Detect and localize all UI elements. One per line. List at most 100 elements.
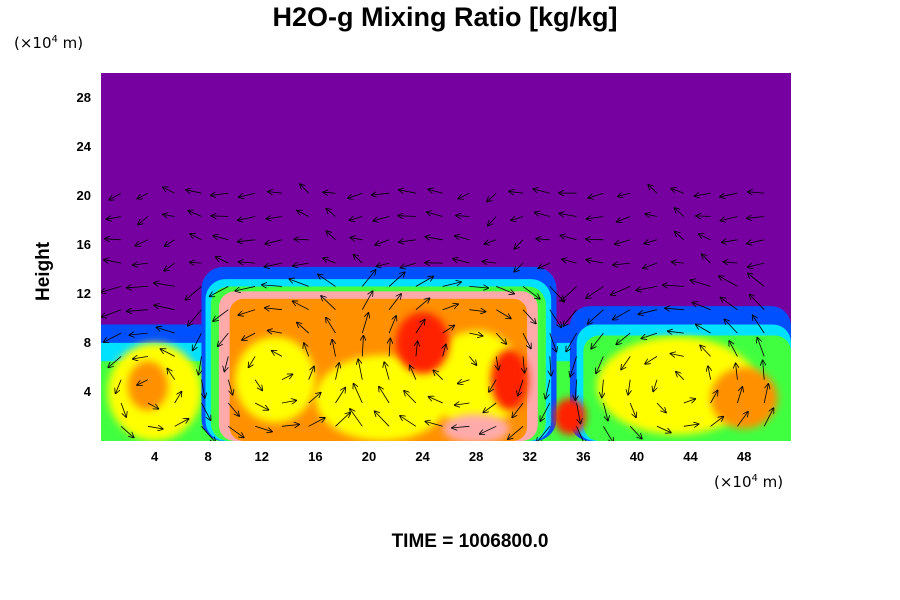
wind-vector-arrow [235,286,256,291]
wind-vector-arrow [515,239,524,249]
wind-vector-arrow [120,426,133,437]
wind-vector-arrow [453,259,470,264]
wind-vector-arrow [559,214,577,217]
wind-vector-arrow [549,332,557,352]
wind-vector-arrow [668,331,684,333]
wind-vector-arrow [174,419,189,427]
wind-vector-arrow [254,402,268,410]
wind-vector-arrow [615,239,631,244]
wind-vector-arrow [495,332,506,344]
wind-vector-arrow [300,184,309,194]
wind-vector-arrow [211,193,229,195]
wind-vector-arrow [281,425,299,427]
wind-vector-arrow [164,262,175,271]
wind-vector-arrow [434,371,443,380]
wind-vector-arrow [721,298,738,311]
wind-vector-arrow [375,239,390,245]
wind-vector-arrow [213,309,229,321]
y-axis-unit: (×104 m) [14,34,84,52]
wind-vector-arrow [469,356,476,365]
wind-vector-arrow [297,211,309,217]
wind-vector-arrow [455,236,470,241]
wind-vector-arrow [190,234,202,241]
wind-vector-arrow [480,425,497,434]
wind-vector-arrow [458,380,470,384]
wind-vector-arrow [646,214,658,217]
wind-vector-arrow [323,258,336,264]
wind-vector-arrow [289,279,309,287]
wind-vector-arrow [308,393,321,404]
wind-vector-arrow [265,262,282,267]
wind-vector-arrow [239,192,256,197]
right-red-base [553,398,587,435]
wind-vector-arrow [561,235,577,241]
wind-vector-arrow [293,301,309,311]
wind-vector-arrow [188,309,202,326]
wind-vector-arrow [174,392,182,404]
wind-vector-arrow [508,425,524,439]
wind-vector-arrow [442,326,455,334]
wind-vector-arrow [442,282,461,287]
x-tick-label: 40 [629,449,645,464]
wind-vector-arrow [416,342,418,357]
wind-vector-arrow [335,413,351,427]
y-tick-label: 20 [76,187,91,203]
wind-vector-arrow [671,189,684,194]
wind-vector-arrow [218,332,229,346]
wind-vector-arrow [676,372,685,380]
wind-vector-arrow [596,356,604,373]
wind-vector-arrow [361,270,375,287]
wind-vector-arrow [691,280,711,287]
wind-vector-arrow [522,286,540,298]
wind-vector-arrow [268,192,282,194]
wind-vector-arrow [401,262,417,268]
wind-vector-arrow [267,217,282,219]
wind-vector-arrow [154,305,175,311]
wind-vector-arrow [663,285,684,286]
wind-vector-arrow [540,402,551,421]
wind-vector-arrow [388,316,396,334]
y-tick-label: 8 [83,334,91,350]
wind-vector-arrow [308,418,325,427]
wind-vector-arrow [693,303,711,311]
wind-vector-arrow [108,356,122,367]
wind-vector-arrow [210,286,229,296]
wind-vector-arrow [404,391,417,404]
wind-vector-arrow [496,286,514,293]
wind-vector-arrow [186,190,202,193]
wind-vector-arrow [154,283,175,287]
wind-vector-arrow [442,304,458,311]
y-tick-label: 16 [76,236,91,252]
wind-vector-arrow [147,426,163,429]
x-tick-label: 8 [204,449,212,464]
wind-vector-arrow [190,262,202,263]
x-tick-label: 4 [150,449,159,464]
wind-vector-arrow [362,336,363,357]
wind-vector-arrow [656,425,671,432]
wind-vector-arrow [216,257,229,264]
wind-vector-arrow [750,295,765,310]
wind-vector-arrow [591,332,604,349]
wind-vector-arrow [161,349,175,357]
wind-vector-arrow [695,193,711,196]
wind-vector-arrow [239,262,256,263]
wind-vector-arrow [736,363,738,380]
wind-vector-arrow [136,239,149,246]
wind-vector-arrow [224,356,229,371]
wind-vector-arrow [332,340,335,357]
wind-vector-arrow [603,426,613,441]
moisture-field [101,266,791,441]
wind-vector-arrow [238,240,256,242]
wind-vector-arrow [642,332,658,338]
wind-vector-arrow [588,309,604,324]
wind-vector-arrow [242,332,256,340]
wind-vector-arrow [399,190,416,193]
wind-vector-arrow [107,217,122,220]
wind-vector-arrow [104,260,122,263]
wind-vector-arrow [326,209,336,217]
wind-vector-arrow [163,187,175,194]
wind-vector-arrow [326,318,336,334]
wind-vector-arrow [137,379,149,385]
wind-vector-arrow [426,237,443,240]
wind-vector-arrow [737,412,748,427]
